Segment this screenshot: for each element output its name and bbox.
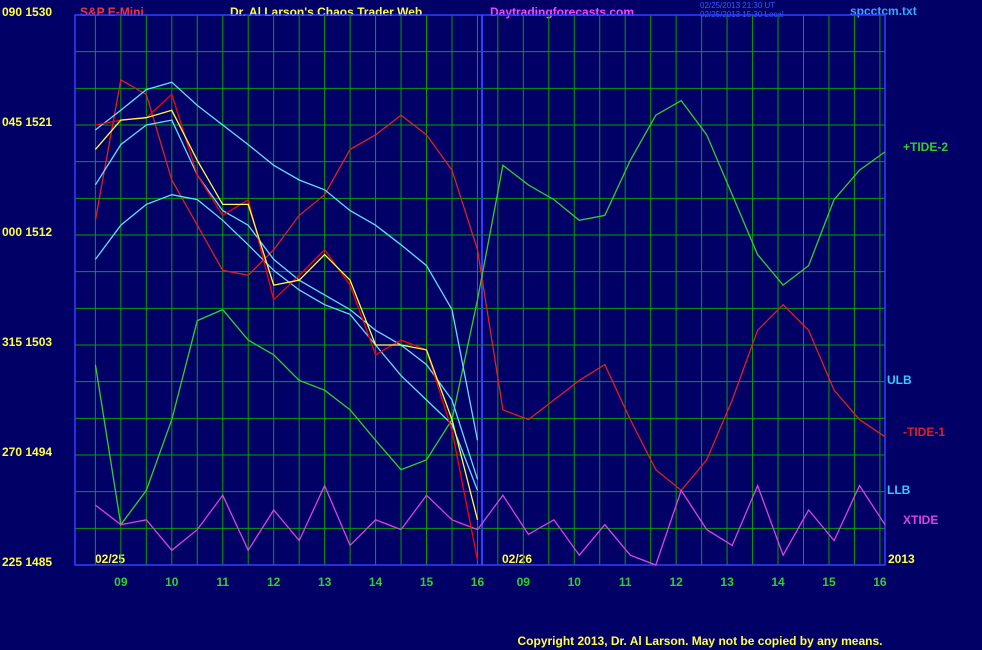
x-tick-label: 16 xyxy=(471,575,485,589)
y-tick-label: 000 1512 xyxy=(2,225,52,239)
x-tick-label: 12 xyxy=(669,575,683,589)
x-tick-label: 09 xyxy=(517,575,531,589)
series-line xyxy=(94,99,886,527)
x-tick-label: 09 xyxy=(114,575,128,589)
y-tick-label: 315 1503 xyxy=(2,335,52,349)
x-tick-label: 12 xyxy=(267,575,281,589)
file-name: spcctcm.txt xyxy=(850,4,917,18)
series-label: -TIDE-1 xyxy=(903,425,945,439)
x-tick-label: 15 xyxy=(822,575,836,589)
x-tick-label: 14 xyxy=(771,575,785,589)
series-line xyxy=(94,109,479,520)
copyright: Copyright 2013, Dr. Al Larson. May not b… xyxy=(518,634,883,648)
x-tick-label: 16 xyxy=(873,575,887,589)
plot-frame xyxy=(74,14,886,566)
x-tick-label: 13 xyxy=(720,575,734,589)
series-line xyxy=(95,81,479,441)
series-line xyxy=(94,119,479,480)
y-tick-label: 045 1521 xyxy=(2,115,52,129)
y-tick-label: 090 1530 xyxy=(2,5,52,19)
series-label: XTIDE xyxy=(903,513,938,527)
y-tick-label: 270 1494 xyxy=(2,445,52,459)
x-tick-label: 10 xyxy=(568,575,582,589)
y-tick-label: 225 1485 xyxy=(2,555,52,569)
symbol: S&P E-Mini xyxy=(80,5,144,19)
series-line xyxy=(94,194,479,491)
series-line xyxy=(94,78,886,492)
timestamp: 02/25/2013 21:30 UT xyxy=(700,1,775,10)
date-label: 02/25 xyxy=(95,552,125,566)
x-tick-label: 14 xyxy=(369,575,383,589)
x-tick-label: 11 xyxy=(216,575,229,589)
annotation: ULB xyxy=(887,373,912,387)
series-line xyxy=(95,93,479,561)
x-tick-label: 13 xyxy=(318,575,332,589)
site: Daytradingforecasts.com xyxy=(490,5,634,19)
x-tick-label: 15 xyxy=(420,575,434,589)
series-line xyxy=(95,483,886,566)
series-label: +TIDE-2 xyxy=(903,140,948,154)
x-tick-label: 10 xyxy=(165,575,179,589)
date-label: 2013 xyxy=(888,552,915,566)
annotation: LLB xyxy=(887,483,911,497)
chart-title: Dr. Al Larson's Chaos Trader Web xyxy=(230,5,422,19)
x-tick-label: 11 xyxy=(619,575,632,589)
date-label: 02/26 xyxy=(502,552,532,566)
